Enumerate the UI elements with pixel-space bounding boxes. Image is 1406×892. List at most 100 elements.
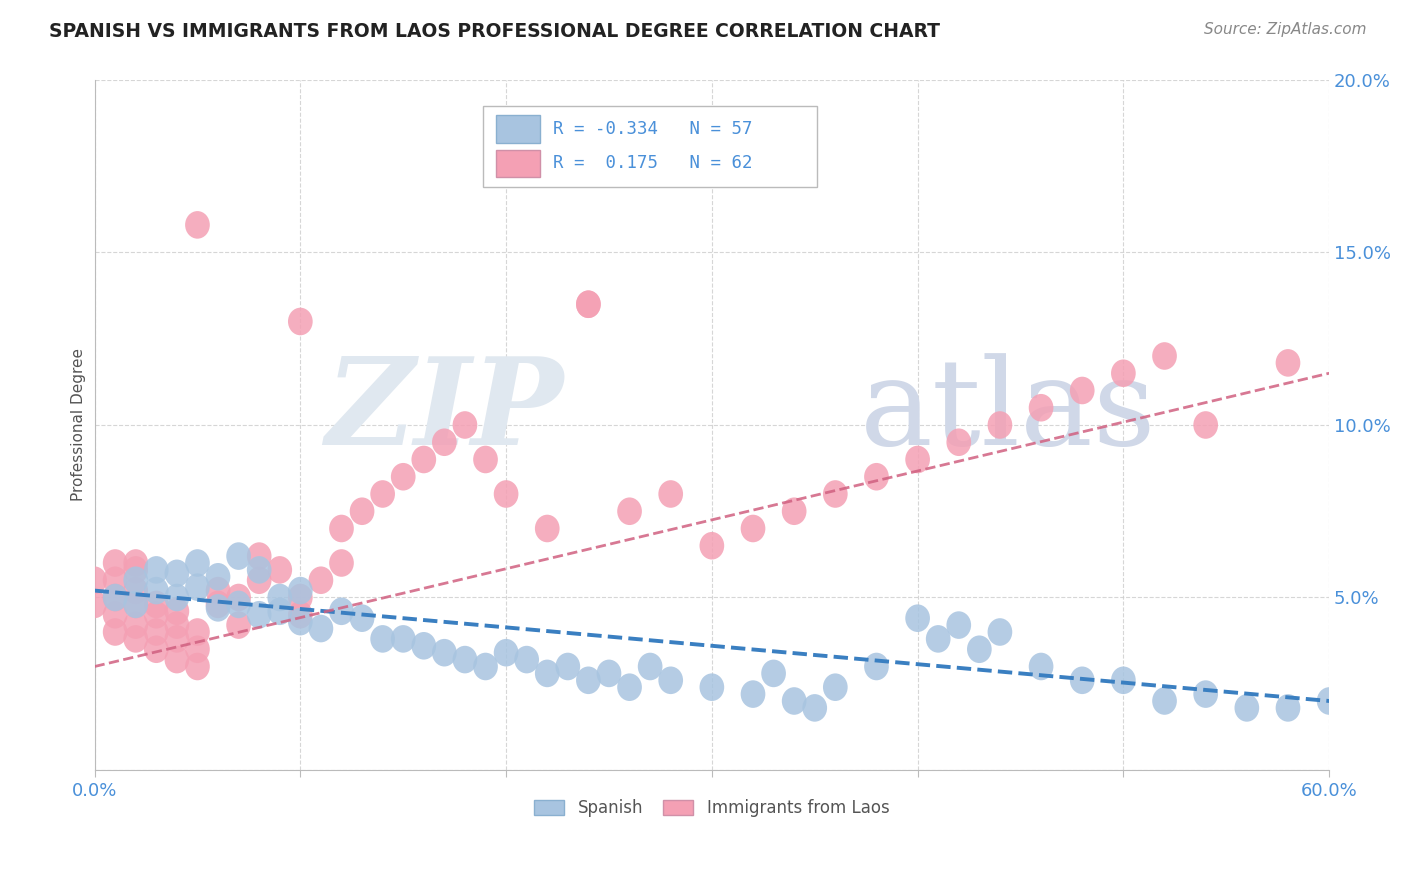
Ellipse shape [226,591,250,618]
Ellipse shape [761,659,786,687]
FancyBboxPatch shape [484,105,817,187]
Ellipse shape [494,480,519,508]
Ellipse shape [453,411,477,439]
Ellipse shape [82,566,107,594]
Ellipse shape [658,666,683,694]
Ellipse shape [82,591,107,618]
Ellipse shape [782,498,807,525]
Legend: Spanish, Immigrants from Laos: Spanish, Immigrants from Laos [527,792,896,824]
Ellipse shape [555,653,581,681]
FancyBboxPatch shape [496,150,540,178]
Ellipse shape [370,480,395,508]
Ellipse shape [103,601,128,629]
Text: SPANISH VS IMMIGRANTS FROM LAOS PROFESSIONAL DEGREE CORRELATION CHART: SPANISH VS IMMIGRANTS FROM LAOS PROFESSI… [49,22,941,41]
Ellipse shape [267,598,292,625]
Ellipse shape [453,646,477,673]
Ellipse shape [1275,349,1301,376]
Ellipse shape [247,566,271,594]
Ellipse shape [247,601,271,629]
Ellipse shape [1275,694,1301,722]
Ellipse shape [905,446,929,474]
Ellipse shape [329,549,354,577]
Ellipse shape [288,583,312,611]
Ellipse shape [124,549,148,577]
Ellipse shape [515,646,538,673]
Ellipse shape [329,598,354,625]
Ellipse shape [494,639,519,666]
Ellipse shape [186,618,209,646]
Ellipse shape [865,653,889,681]
Ellipse shape [700,532,724,559]
Ellipse shape [103,583,128,611]
Ellipse shape [534,659,560,687]
Ellipse shape [1070,376,1095,404]
Ellipse shape [474,446,498,474]
Y-axis label: Professional Degree: Professional Degree [72,349,86,501]
Ellipse shape [186,211,209,239]
Ellipse shape [205,594,231,622]
Ellipse shape [165,625,190,653]
Ellipse shape [576,666,600,694]
Ellipse shape [1070,666,1095,694]
Ellipse shape [288,607,312,635]
Ellipse shape [186,549,209,577]
Ellipse shape [143,618,169,646]
Ellipse shape [267,556,292,583]
Ellipse shape [638,653,662,681]
Ellipse shape [391,625,416,653]
Ellipse shape [308,615,333,642]
Ellipse shape [1029,653,1053,681]
Ellipse shape [967,635,991,663]
Ellipse shape [308,566,333,594]
Ellipse shape [350,498,374,525]
Ellipse shape [596,659,621,687]
Ellipse shape [741,681,765,708]
Ellipse shape [288,601,312,629]
Ellipse shape [1234,694,1260,722]
Ellipse shape [288,308,312,335]
Ellipse shape [247,542,271,570]
Ellipse shape [124,591,148,618]
FancyBboxPatch shape [496,115,540,143]
Ellipse shape [412,446,436,474]
Ellipse shape [1152,687,1177,714]
Ellipse shape [700,673,724,701]
Ellipse shape [205,563,231,591]
Ellipse shape [741,515,765,542]
Ellipse shape [186,574,209,601]
Ellipse shape [987,411,1012,439]
Ellipse shape [165,646,190,673]
Ellipse shape [1029,394,1053,422]
Ellipse shape [391,463,416,491]
Ellipse shape [186,635,209,663]
Ellipse shape [905,605,929,632]
Ellipse shape [226,611,250,639]
Ellipse shape [782,687,807,714]
Ellipse shape [124,566,148,594]
Ellipse shape [288,577,312,605]
Ellipse shape [143,591,169,618]
Text: ZIP: ZIP [325,352,564,470]
Ellipse shape [925,625,950,653]
Ellipse shape [576,291,600,318]
Text: Source: ZipAtlas.com: Source: ZipAtlas.com [1204,22,1367,37]
Ellipse shape [865,463,889,491]
Ellipse shape [1111,666,1136,694]
Ellipse shape [247,556,271,583]
Text: R = -0.334   N = 57: R = -0.334 N = 57 [553,120,752,138]
Ellipse shape [143,556,169,583]
Ellipse shape [124,556,148,583]
Text: atlas: atlas [860,352,1157,469]
Ellipse shape [329,515,354,542]
Ellipse shape [143,577,169,605]
Ellipse shape [103,583,128,611]
Ellipse shape [186,653,209,681]
Ellipse shape [103,618,128,646]
Ellipse shape [124,577,148,605]
Ellipse shape [226,542,250,570]
Ellipse shape [165,559,190,587]
Ellipse shape [432,428,457,456]
Ellipse shape [143,635,169,663]
Ellipse shape [124,611,148,639]
Ellipse shape [987,618,1012,646]
